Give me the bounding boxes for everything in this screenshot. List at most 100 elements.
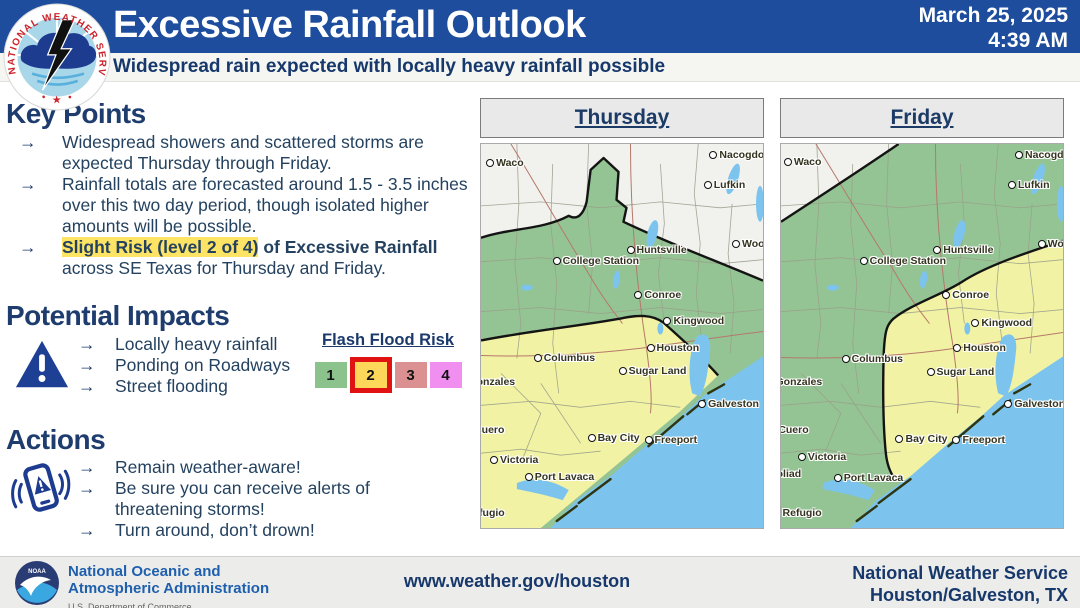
map-header-friday: Friday (780, 98, 1064, 138)
city-dot-icon (1004, 400, 1013, 409)
city-bay-city: Bay City (895, 433, 948, 446)
warning-triangle-icon (15, 340, 69, 388)
city-houston: Houston (953, 342, 1006, 354)
city-label: Port Lavaca (843, 472, 904, 485)
city-refugio: Refugio (481, 506, 505, 519)
city-dot-icon (552, 256, 561, 265)
city-label: Waco (793, 156, 822, 169)
city-port-lavaca: Port Lavaca (833, 472, 904, 485)
city-label: Kingwood (673, 315, 725, 328)
city-label: Gonzales (481, 376, 516, 389)
city-label: Columbus (851, 353, 903, 366)
city-gonzales: Gonzales (780, 376, 823, 389)
city-dot-icon (618, 367, 627, 376)
map-thursday: Waco Nacogdoches Lufkin Woodville College St… (480, 143, 764, 529)
city-goliad: Goliad (781, 468, 802, 481)
city-label: Victoria (500, 454, 539, 467)
city-victoria: Victoria (797, 451, 847, 464)
phone-alert-icon (11, 463, 71, 512)
city-waco: Waco (486, 157, 524, 169)
city-label: Gonzales (780, 376, 823, 389)
city-cuero: Cuero (781, 424, 809, 436)
action-item: → Be sure you can receive alerts of thre… (78, 478, 370, 519)
city-bay-city: Bay City (587, 432, 640, 444)
city-label: Houston (963, 342, 1006, 355)
issue-date: March 25, 2025 (918, 4, 1068, 27)
map-friday: Waco Nacogdoches Lufkin Woodville College St… (780, 143, 1064, 529)
city-dot-icon (833, 474, 842, 483)
office-name: National Weather Service Houston/Galvest… (852, 563, 1068, 605)
city-label: Bay City (905, 433, 948, 446)
city-dot-icon (942, 290, 951, 299)
map-thursday-graphic (481, 144, 763, 528)
city-label: Victoria (807, 451, 847, 464)
city-label: Sugar Land (936, 366, 995, 379)
impacts-list: → Locally heavy rainfall → Ponding on Ro… (78, 334, 318, 397)
city-dot-icon (1037, 239, 1046, 248)
city-nacogdoches: Nacogdoches (1015, 149, 1063, 161)
risk-level-1: 1 (314, 362, 347, 388)
city-dot-icon (698, 400, 707, 409)
city-conroe: Conroe (634, 289, 681, 301)
city-dot-icon (859, 256, 868, 265)
city-dot-icon (587, 434, 596, 443)
issue-time: 4:39 AM (988, 29, 1068, 52)
city-sugar-land: Sugar Land (618, 365, 686, 377)
city-dot-icon (533, 354, 542, 363)
arrow-bullet-icon: → (19, 237, 37, 257)
city-dot-icon (490, 456, 499, 465)
city-label: Cuero (481, 424, 505, 437)
city-dot-icon (933, 245, 942, 254)
city-label: Nacogdoches (719, 148, 764, 161)
city-dot-icon (895, 435, 904, 444)
risk-level-3: 3 (394, 362, 427, 388)
header-band (0, 0, 1080, 53)
city-dot-icon (797, 453, 806, 462)
city-dot-icon (626, 245, 635, 254)
city-college-station: College Station (859, 254, 947, 267)
city-label: Lufkin (1018, 178, 1050, 191)
city-label: Conroe (952, 288, 990, 301)
city-dot-icon (971, 318, 980, 327)
risk-level-2-active: 2 (349, 357, 392, 393)
arrow-bullet-icon: → (78, 457, 96, 477)
city-dot-icon (663, 317, 672, 326)
arrow-bullet-icon: → (78, 478, 96, 498)
city-kingwood: Kingwood (971, 317, 1032, 329)
city-woodville: Woodville (1037, 237, 1064, 250)
city-cuero: Cuero (481, 424, 505, 437)
city-waco: Waco (783, 156, 822, 169)
city-dot-icon (644, 436, 653, 445)
noaa-agency-text: National Oceanic and Atmospheric Adminis… (68, 563, 270, 608)
city-label: Huntsville (943, 243, 994, 256)
city-dot-icon (783, 158, 792, 167)
arrow-bullet-icon: → (19, 132, 37, 152)
key-point-item: → Slight Risk (level 2 of 4) of Excessiv… (0, 237, 470, 279)
city-victoria: Victoria (490, 454, 538, 466)
map-title: Friday (890, 106, 954, 129)
city-label: Woodville (741, 237, 764, 250)
city-freeport: Freeport (644, 434, 697, 446)
noaa-logo-text: NOAA (28, 569, 46, 575)
city-label: College Station (562, 254, 640, 267)
actions-heading: Actions (6, 424, 106, 455)
map-header-thursday: Thursday (480, 98, 764, 138)
city-label: Refugio (782, 506, 822, 519)
city-lufkin: Lufkin (1008, 179, 1050, 191)
city-label: College Station (869, 254, 947, 267)
city-refugio: Refugio (780, 506, 822, 519)
city-galveston: Galveston (1004, 398, 1063, 410)
map-friday-graphic (781, 144, 1063, 528)
svg-text:• ★ •: • ★ • (40, 91, 76, 105)
map-title: Thursday (574, 106, 670, 129)
city-label: Refugio (481, 506, 505, 519)
action-item: → Turn around, don’t drown! (78, 520, 315, 540)
city-kingwood: Kingwood (663, 315, 724, 327)
city-label: Goliad (781, 468, 802, 481)
city-dot-icon (780, 509, 781, 517)
city-dot-icon (634, 290, 643, 299)
nws-logo-stars: • ★ • (40, 91, 73, 105)
city-label: Woodville (1047, 237, 1064, 250)
